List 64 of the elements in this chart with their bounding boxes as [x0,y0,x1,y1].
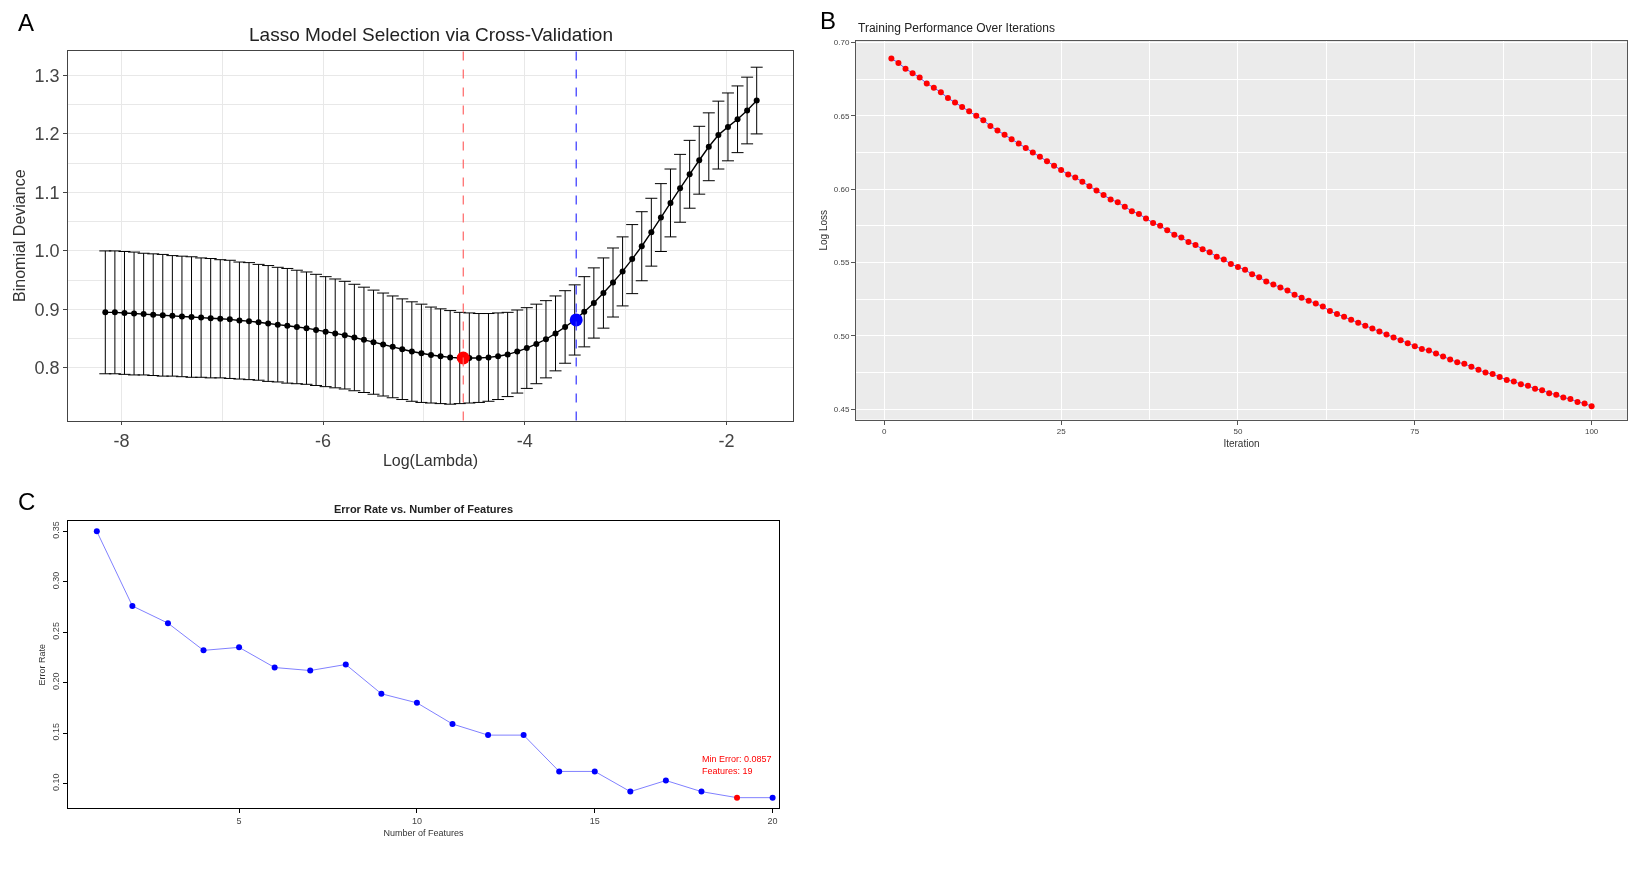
y-tick-label: 0.30 [51,571,62,590]
x-tick-label: -8 [113,430,130,451]
y-tick-label: 1.2 [34,124,60,145]
y-tick-label: 0.10 [51,773,62,791]
y-tick-label: 0.25 [51,622,62,640]
x-tick-label: 15 [589,816,600,827]
point [164,620,171,627]
point [485,732,492,739]
chart-title: Training Performance Over Iterations [858,21,1055,35]
y-tick-label: 1.3 [34,65,60,86]
x-axis-title: Log(Lambda) [382,451,479,469]
x-tick-label: 50 [1233,427,1243,437]
text: B [820,7,837,34]
y-tick-label: 0.55 [833,258,850,268]
x-axis-title: Iteration [1223,437,1260,449]
y-tick-label: 0.20 [51,672,62,691]
x-axis-title: Number of Features [383,827,465,838]
point [698,788,705,795]
point [449,721,456,728]
y-tick-label: 0.15 [51,722,62,741]
y-tick-label: 0.50 [833,331,850,341]
point [129,602,136,609]
x-tick-label: -6 [315,430,332,451]
point [627,788,634,795]
point [520,732,527,739]
y-tick-label: 0.35 [51,521,62,539]
y-tick-label: 0.8 [34,358,60,379]
x-tick-label: 5 [236,816,242,827]
y-tick-label: 0.70 [833,38,850,48]
x-tick-label: 20 [767,816,778,827]
y-tick-label: 0.9 [34,299,60,320]
annotation: Min Error: 0.0857 Features: 19 [702,754,772,776]
point [413,699,420,706]
y-axis-title: Log Loss [817,209,829,251]
point [662,777,669,784]
point [556,768,563,775]
y-axis-title: Binomial Deviance [11,169,29,302]
y-tick-label: 1.0 [34,241,60,262]
point [342,661,349,668]
point [734,794,741,801]
x-tick-label: 100 [1584,427,1599,437]
point [93,528,100,535]
point [200,647,207,654]
y-axis-title: Error Rate [36,643,47,686]
point [769,794,776,801]
point [307,667,314,674]
chart-title: Error Rate vs. Number of Features [334,503,514,515]
x-tick-label: 10 [411,816,422,827]
point [236,644,243,651]
chart-title: Lasso Model Selection via Cross-Validation [249,24,613,45]
text: C [18,488,36,515]
y-tick-label: 1.1 [34,182,60,203]
text: A [18,9,35,36]
point [378,690,385,697]
x-tick-label: 0 [882,427,888,437]
y-tick-label: 0.65 [833,111,850,121]
y-tick-label: 0.60 [833,184,850,194]
x-tick-label: -4 [516,430,533,451]
x-tick-label: -2 [718,430,735,451]
x-tick-label: 75 [1410,427,1420,437]
x-tick-label: 25 [1056,427,1067,437]
point [591,768,598,775]
y-tick-label: 0.45 [833,405,850,415]
point [271,664,278,671]
